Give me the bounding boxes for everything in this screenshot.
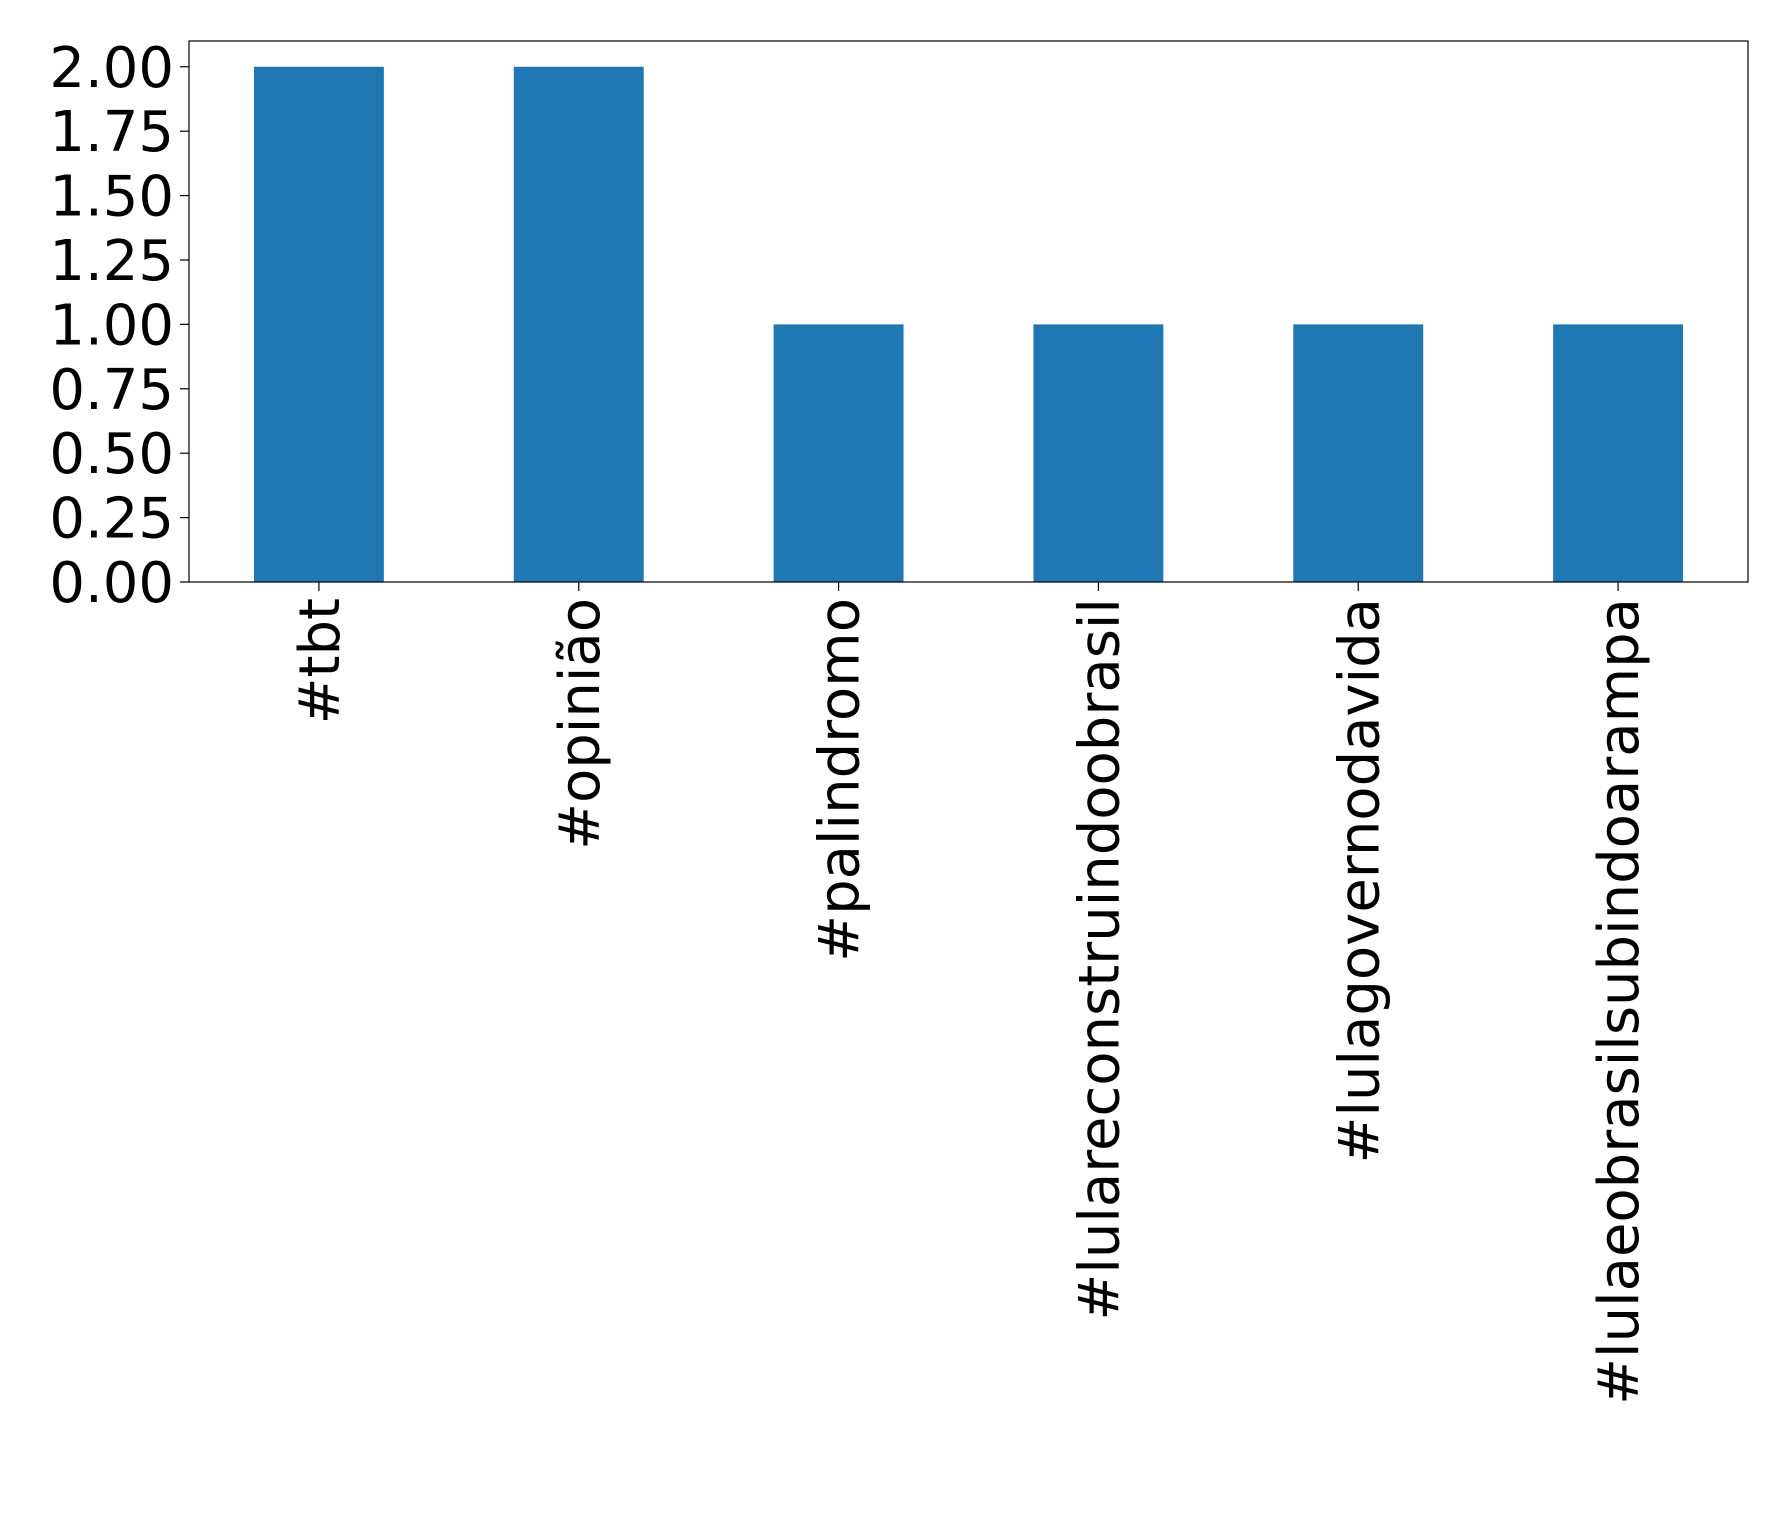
y-tick-label-3: 0.75 (49, 358, 174, 423)
x-axis: #tbt #opinião #palindromo #lulareconstruind… (288, 582, 1652, 1405)
x-tick-label-5: #lulaeobrasilsubindoarampa (1587, 598, 1652, 1405)
bars (253, 66, 1684, 582)
y-tick-label-1: 0.25 (49, 487, 174, 552)
bar-2 (773, 324, 904, 582)
x-tick-label-4: #lulagovernodavida (1327, 598, 1392, 1163)
y-tick-label-7: 1.75 (49, 100, 174, 165)
x-tick-label-3: #lulareconstruindoobrasil (1067, 598, 1132, 1321)
y-tick-label-2: 0.50 (49, 422, 174, 487)
y-tick-label-5: 1.25 (49, 229, 174, 294)
y-axis: 0.000.250.500.751.001.251.501.752.00 (49, 36, 189, 616)
y-tick-label-8: 2.00 (49, 36, 174, 101)
bar-5 (1553, 324, 1684, 582)
bar-0 (253, 66, 384, 582)
y-tick-label-6: 1.50 (49, 165, 174, 230)
y-tick-label-4: 1.00 (49, 293, 174, 358)
x-tick-label-2: #palindromo (808, 598, 873, 962)
y-tick-label-0: 0.00 (49, 551, 174, 616)
x-tick-label-1: #opinião (548, 598, 613, 850)
bar-4 (1293, 324, 1424, 582)
bar-1 (513, 66, 644, 582)
x-tick-label-0: #tbt (288, 598, 353, 724)
plot-frame (188, 40, 1749, 583)
bar-3 (1033, 324, 1164, 582)
